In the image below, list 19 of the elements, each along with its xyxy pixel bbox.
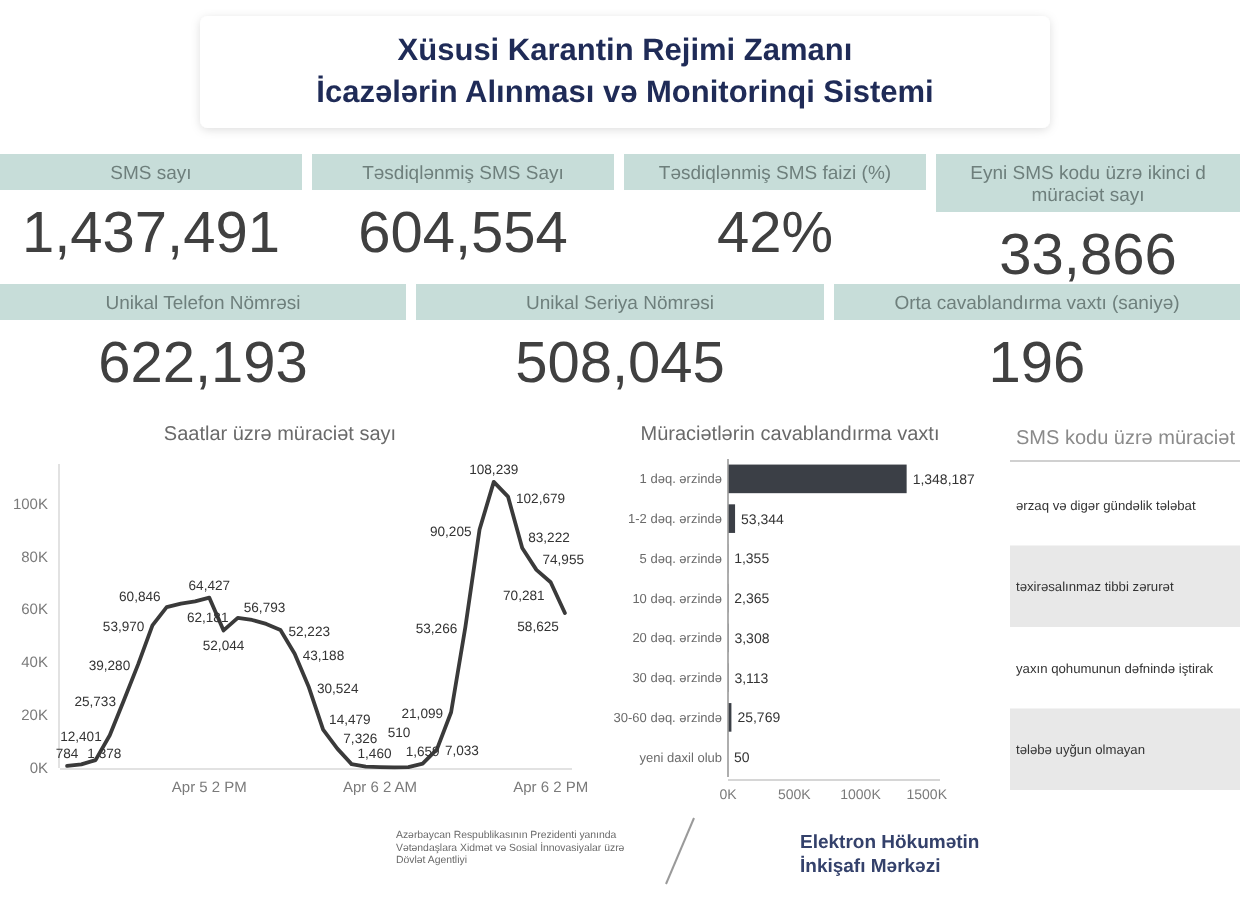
text: 1,437,491 bbox=[21, 202, 281, 266]
text: Elektron Hökumətin İnkişafı Mərkəzi bbox=[800, 832, 980, 878]
text: Xüsusi Karantin Rejimi Zamanı İcazələrin Alınması və Monitorinqi Sistemi bbox=[316, 34, 934, 110]
text: 604,554 bbox=[358, 202, 568, 266]
text: Orta cavablandırma vaxtı (saniyə) bbox=[894, 293, 1180, 315]
text: 33,866 bbox=[999, 224, 1177, 288]
chart-title: Saatlar üzrə müraciət sayı bbox=[163, 424, 397, 446]
text: 42% bbox=[716, 202, 834, 266]
text: Təsdiqlənmiş SMS faizi (%) bbox=[658, 163, 892, 185]
text: 196 bbox=[988, 332, 1086, 396]
text: SMS kodu üzrə müraciət bbox=[1016, 428, 1236, 450]
chart-title: Müraciətlərin cavablandırma vaxtı bbox=[640, 424, 940, 446]
text: SMS sayı bbox=[110, 163, 192, 185]
text: Təsdiqlənmiş SMS Sayı bbox=[362, 163, 564, 185]
text: Eyni SMS kodu üzrə ikinci d müraciət sayı bbox=[970, 163, 1206, 207]
text: Unikal Seriya Nömrəsi bbox=[526, 293, 714, 315]
text: 622,193 bbox=[98, 332, 308, 396]
text: 508,045 bbox=[515, 332, 725, 396]
text: Unikal Telefon Nömrəsi bbox=[105, 293, 301, 315]
